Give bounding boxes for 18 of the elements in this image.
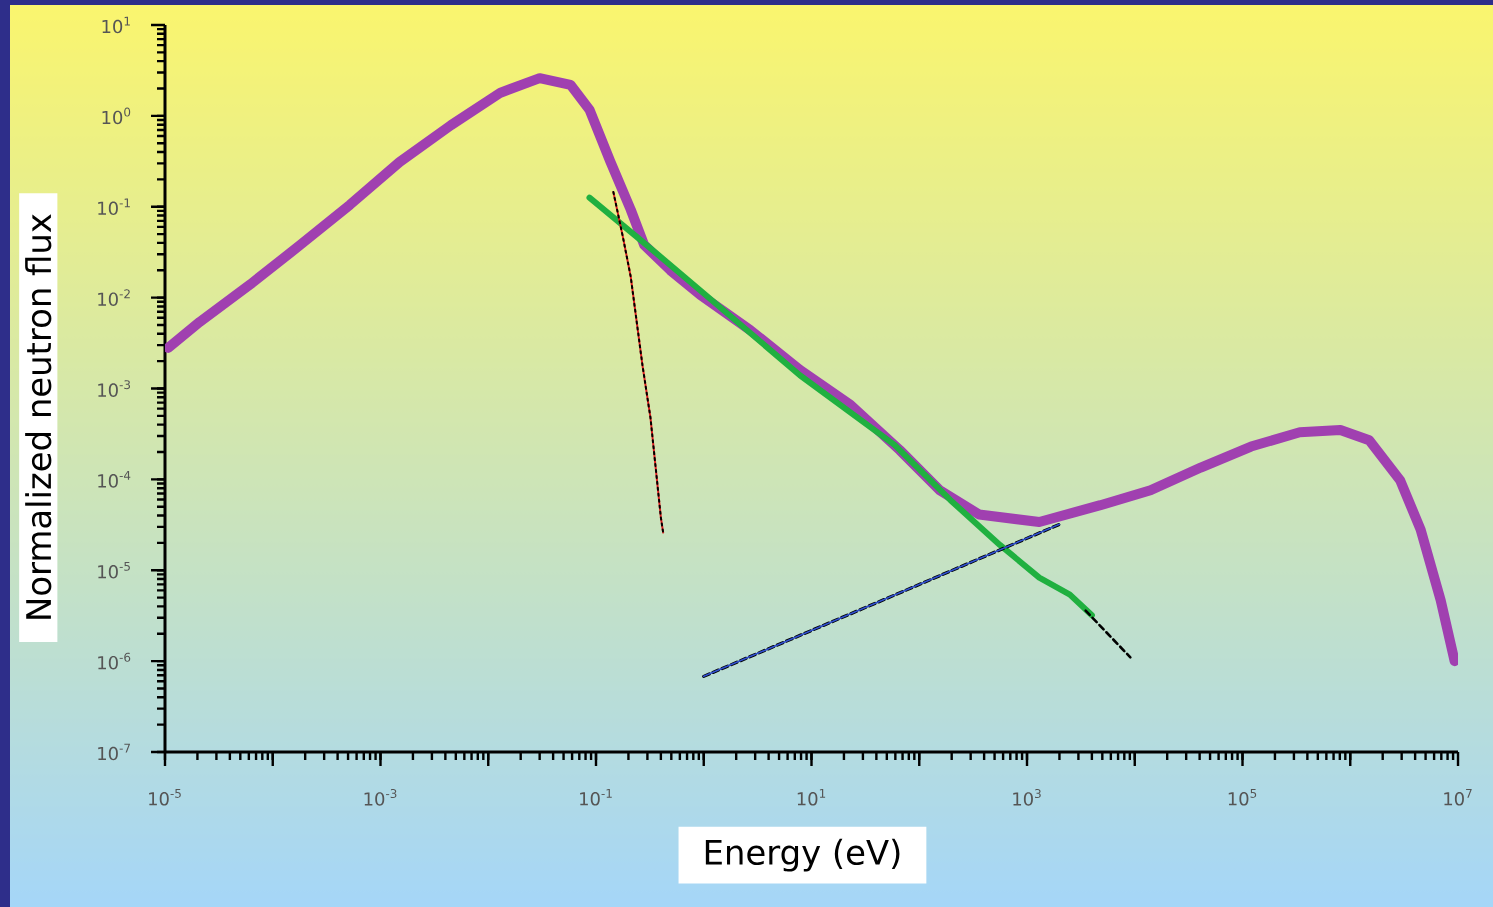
y-axis-title: Normalized neutron flux	[25, 214, 52, 619]
x-tick-label: 10$^{-3}$	[364, 789, 397, 806]
y-tick-label: 10$^{-4}$	[98, 471, 131, 488]
x-axis-title: Energy (eV)	[705, 838, 900, 872]
y-tick-label: 10$^{-6}$	[98, 652, 131, 670]
x-tick-label: 10$^{-1}$	[580, 789, 612, 806]
y-tick-label: 10$^{-5}$	[98, 561, 130, 579]
y-tick-label: 10$^{-2}$	[98, 289, 130, 306]
x-tick-label: 10$^{3}$	[1013, 789, 1041, 806]
y-tick-label: 10$^{0}$	[102, 107, 131, 125]
y-tick-label: 10$^{1}$	[102, 16, 130, 34]
y-tick-label: 10$^{-1}$	[98, 198, 130, 216]
y-tick-label: 10$^{-3}$	[98, 380, 131, 397]
x-tick-label: 10$^{1}$	[797, 789, 826, 806]
x-tick-label: 10$^{7}$	[1444, 789, 1472, 806]
x-tick-label: 10$^{-5}$	[149, 789, 181, 806]
x-tick-label: 10$^{5}$	[1228, 789, 1257, 806]
y-tick-label: 10$^{-7}$	[98, 743, 130, 761]
